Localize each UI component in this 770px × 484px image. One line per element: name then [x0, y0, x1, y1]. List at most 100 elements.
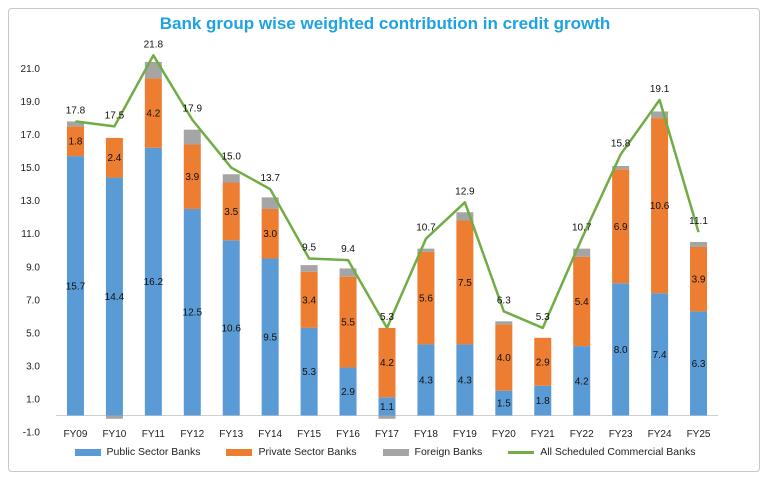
bar-label-private: 3.0 — [263, 229, 277, 240]
x-tick-label: FY16 — [336, 429, 360, 440]
x-tick-label: FY09 — [64, 429, 88, 440]
bar-private — [417, 251, 435, 345]
bar-label-private: 3.4 — [302, 295, 316, 306]
line-label-all-scb: 6.3 — [497, 295, 511, 306]
bar-private — [573, 256, 591, 347]
bar-foreign — [144, 61, 162, 79]
bar-label-private: 1.8 — [69, 137, 83, 148]
y-tick-label: 5.0 — [26, 328, 40, 339]
bar-private — [222, 182, 240, 241]
bar-public — [66, 156, 84, 416]
bar-private — [651, 118, 669, 294]
line-label-all-scb: 5.3 — [380, 312, 394, 323]
x-tick-label: FY23 — [609, 429, 633, 440]
bar-label-public: 12.5 — [183, 308, 203, 319]
legend-swatch-all-scb — [508, 450, 535, 454]
bar-public — [417, 344, 435, 416]
bar-label-public: 8.0 — [614, 345, 628, 356]
x-tick-label: FY13 — [219, 429, 243, 440]
bar-label-public: 1.1 — [380, 402, 394, 413]
bar-foreign — [378, 415, 396, 419]
bar-foreign — [339, 268, 357, 277]
bar-public — [534, 385, 552, 416]
bar-label-private: 7.5 — [458, 278, 472, 289]
bar-public — [222, 240, 240, 416]
bar-private — [534, 337, 552, 386]
y-tick-label: -1.0 — [23, 428, 41, 439]
line-label-all-scb: 17.9 — [183, 104, 203, 115]
bar-public — [105, 177, 123, 416]
x-tick-label: FY21 — [531, 429, 555, 440]
bar-label-public: 16.2 — [144, 277, 164, 288]
bar-foreign — [690, 242, 708, 247]
bar-public — [261, 258, 279, 416]
bar-private — [183, 144, 201, 209]
bar-foreign — [651, 111, 669, 119]
bar-label-public: 1.8 — [536, 396, 550, 407]
x-tick-label: FY24 — [648, 429, 672, 440]
line-label-all-scb: 17.5 — [105, 110, 125, 121]
y-tick-label: 17.0 — [21, 130, 41, 141]
y-tick-label: 15.0 — [21, 163, 41, 174]
bar-label-private: 4.0 — [497, 353, 511, 364]
legend-item-private: Private Sector Banks — [226, 446, 357, 458]
y-tick-label: 13.0 — [21, 196, 41, 207]
bar-label-public: 2.9 — [341, 387, 355, 398]
x-tick-label: FY18 — [414, 429, 438, 440]
line-label-all-scb: 19.1 — [650, 84, 670, 95]
bar-label-private: 3.5 — [224, 207, 238, 218]
bar-public — [573, 346, 591, 416]
bar-label-public: 9.5 — [263, 333, 277, 344]
bar-private — [105, 137, 123, 178]
bar-foreign — [222, 174, 240, 183]
bar-public — [456, 344, 474, 416]
bar-label-private: 5.6 — [419, 294, 433, 305]
bar-public — [144, 147, 162, 416]
chart-legend: Public Sector Banks Private Sector Banks… — [0, 446, 770, 458]
bar-label-public: 7.4 — [653, 350, 667, 361]
bar-foreign — [417, 248, 435, 252]
line-label-all-scb: 9.5 — [302, 243, 316, 254]
x-tick-label: FY15 — [297, 429, 321, 440]
bar-private — [456, 220, 474, 345]
line-label-all-scb: 12.9 — [455, 186, 475, 197]
y-tick-label: 1.0 — [26, 394, 40, 405]
bar-private — [495, 324, 513, 391]
chart-title: Bank group wise weighted contribution in… — [159, 14, 611, 33]
bar-public — [651, 293, 669, 416]
bar-public — [690, 311, 708, 416]
legend-item-all-scb: All Scheduled Commercial Banks — [508, 446, 695, 458]
bar-foreign — [183, 129, 201, 145]
bar-label-public: 6.3 — [692, 359, 706, 370]
x-tick-label: FY22 — [570, 429, 594, 440]
bar-label-private: 5.5 — [341, 318, 355, 329]
line-label-all-scb: 15.8 — [611, 138, 631, 149]
bar-foreign — [261, 197, 279, 209]
line-label-all-scb: 17.8 — [66, 105, 86, 116]
x-tick-label: FY25 — [687, 429, 711, 440]
bar-private — [690, 246, 708, 312]
line-label-all-scb: 10.7 — [416, 223, 436, 234]
bar-foreign — [300, 265, 318, 272]
bar-foreign — [66, 121, 84, 127]
bar-private — [144, 78, 162, 148]
y-tick-label: 3.0 — [26, 361, 40, 372]
bar-label-public: 10.6 — [222, 323, 242, 334]
x-tick-label: FY19 — [453, 429, 477, 440]
legend-label-all-scb: All Scheduled Commercial Banks — [540, 446, 696, 458]
bar-public — [339, 367, 357, 416]
bar-private — [378, 327, 396, 398]
y-tick-label: 21.0 — [21, 64, 41, 75]
x-tick-label: FY10 — [102, 429, 126, 440]
bar-public — [183, 208, 201, 416]
bar-label-private: 2.4 — [107, 153, 121, 164]
bar-public — [378, 397, 396, 416]
bar-private — [261, 208, 279, 259]
line-label-all-scb: 11.1 — [689, 216, 708, 227]
bar-foreign — [495, 321, 513, 325]
bar-label-public: 1.5 — [497, 399, 511, 410]
legend-swatch-foreign — [382, 448, 409, 456]
line-label-all-scb: 21.8 — [144, 39, 164, 50]
bar-label-public: 4.3 — [419, 375, 433, 386]
